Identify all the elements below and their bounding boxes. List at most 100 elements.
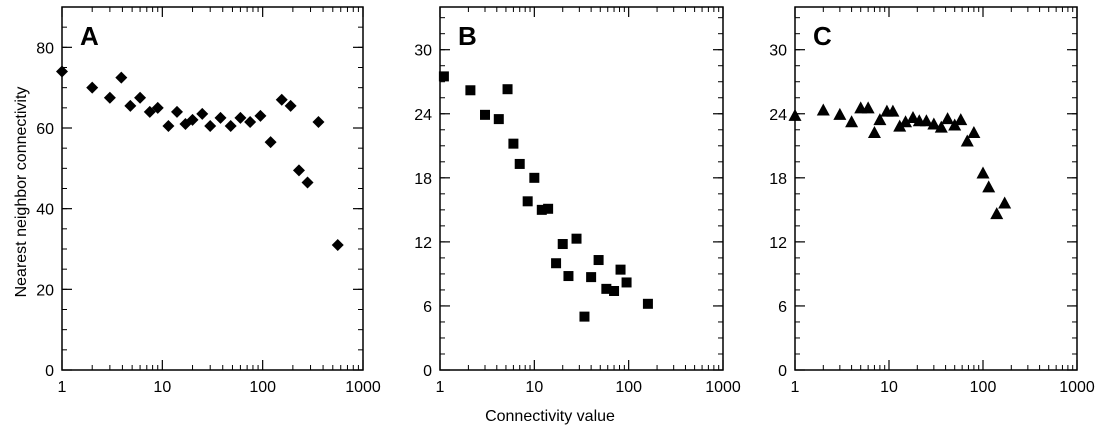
panel-c-letter: C	[813, 21, 832, 51]
panel-a-x-tick-label: 10	[153, 379, 171, 396]
panel-b-data-point	[557, 239, 568, 250]
panel-b-data-point	[502, 84, 513, 95]
panel-a-x-tick-label: 1000	[345, 379, 381, 396]
panel-a-data-point	[224, 119, 237, 132]
panel-b-data-point	[543, 203, 554, 214]
panel-c-x-tick-label: 1000	[1059, 379, 1095, 396]
panel-c-data-point	[873, 113, 887, 126]
panel-c-data-point	[833, 107, 847, 120]
panel-b-data-point	[529, 172, 540, 183]
panel-b-y-tick-label: 6	[423, 299, 432, 316]
panel-a-frame	[61, 6, 364, 371]
panel-a-data-point	[151, 101, 164, 114]
panel-a-data-point	[275, 93, 288, 106]
panel-a-x-tick-label: 1	[58, 379, 67, 396]
panel-a-data-point	[301, 176, 314, 189]
panel-b-data-point	[493, 114, 504, 125]
panel-c-y-tick-label: 30	[769, 43, 787, 60]
panel-b-x-tick-label: 100	[615, 379, 642, 396]
panel-c-data-point	[954, 113, 968, 126]
panel-c-x-tick-label: 10	[880, 379, 898, 396]
panel-b-frame	[439, 6, 724, 371]
panel-a-y-tick-label: 20	[36, 282, 54, 299]
panel-c-y-tick-label: 6	[778, 299, 787, 316]
panel-a-letter: A	[80, 21, 99, 51]
panel-a-data-point	[115, 71, 128, 84]
shared-x-axis-title: Connectivity value	[485, 408, 615, 425]
panel-b-data-point	[563, 271, 574, 282]
panel-b-data-point	[615, 264, 626, 275]
panel-b-letter: B	[458, 21, 477, 51]
panel-a-data-point	[134, 91, 147, 104]
panel-a-data-point	[103, 91, 116, 104]
panel-a-data-point	[264, 136, 277, 149]
panel-c-x-tick-label: 1	[791, 379, 800, 396]
panel-a-data-point	[204, 119, 217, 132]
panel-b-y-tick-label: 18	[414, 171, 432, 188]
panel-c-data-point	[845, 115, 859, 128]
shared-y-axis-title: Nearest neighbor connectivity	[13, 87, 30, 298]
panel-b-data-point	[536, 204, 547, 215]
panel-b-y-tick-label: 0	[423, 363, 432, 380]
panel-b-data-point	[586, 272, 597, 283]
panel-a-data-point	[234, 111, 247, 124]
panel-c-y-tick-label: 24	[769, 107, 787, 124]
panel-c-data-point	[788, 108, 802, 121]
panel-c-data-point	[941, 112, 955, 125]
panel-b-data-point	[609, 285, 620, 296]
panel-b-data-point	[601, 283, 612, 294]
panel-c-y-tick-label: 0	[778, 363, 787, 380]
panel-b-y-tick-label: 12	[414, 235, 432, 252]
panel-c-data-point	[934, 120, 948, 133]
panel-c-data-point	[893, 119, 907, 132]
panel-c-data-point	[861, 101, 875, 114]
panel-b-x-tick-label: 1	[436, 379, 445, 396]
panel-a-data-point	[196, 107, 209, 120]
panel-c-frame	[794, 6, 1078, 371]
panel-b-data-point	[579, 311, 590, 322]
panel-b-data-point	[571, 233, 582, 244]
panel-a-data-point	[124, 99, 137, 112]
panel-a-data-point	[292, 164, 305, 177]
panel-a-data-point	[214, 111, 227, 124]
panel-a-data-point	[331, 238, 344, 251]
panel-a-data-point	[244, 115, 257, 128]
panel-c-y-tick-label: 12	[769, 235, 787, 252]
panel-b-y-tick-label: 30	[414, 43, 432, 60]
panel-c-data-point	[976, 166, 990, 179]
panel-c-data-point	[998, 196, 1012, 209]
panel-a-data-point	[162, 119, 175, 132]
panel-c-y-tick-label: 18	[769, 171, 787, 188]
panel-a-data-point	[284, 99, 297, 112]
panel-c-data-point	[816, 103, 830, 116]
panel-b-x-tick-label: 1000	[705, 379, 741, 396]
panel-b-data-point	[551, 258, 562, 269]
panel-a-data-point	[312, 115, 325, 128]
panel-a: 1 10 100 1000 0 20 40 60 80 A	[36, 6, 381, 396]
panel-a-x-tick-label: 100	[249, 379, 276, 396]
panel-a-y-tick-label: 0	[45, 363, 54, 380]
panel-b-data-point	[621, 277, 632, 288]
panel-c-data-point	[867, 125, 881, 138]
panel-a-y-tick-label: 40	[36, 202, 54, 219]
panel-a-y-tick-label: 60	[36, 121, 54, 138]
panel-c: 1 10 100 1000 0 6 12 18 24 30 C	[769, 6, 1095, 396]
panel-b-data-point	[522, 196, 533, 207]
panel-a-data-point	[86, 81, 99, 94]
panel-c-data-point	[990, 207, 1004, 220]
panel-b-data-point	[593, 255, 604, 266]
panel-a-data-point	[186, 113, 199, 126]
panel-c-data-point	[967, 125, 981, 138]
panel-c-data-point	[886, 104, 900, 117]
panel-c-x-tick-label: 100	[970, 379, 997, 396]
panel-c-data-point	[982, 180, 996, 193]
panel-c-data-point	[960, 134, 974, 147]
panel-c-data-point	[919, 114, 933, 127]
panel-b-data-point	[480, 109, 491, 120]
panel-b-y-tick-label: 24	[414, 107, 432, 124]
panel-b-data-point	[642, 298, 653, 309]
panel-a-data-point	[56, 65, 68, 78]
panel-b-data-point	[465, 85, 476, 96]
panel-a-data-point	[254, 109, 267, 122]
